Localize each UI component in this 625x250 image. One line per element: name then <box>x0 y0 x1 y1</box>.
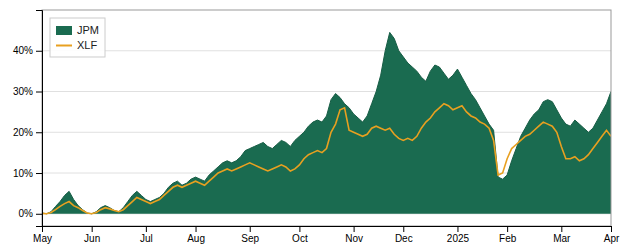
x-tick-mark <box>403 226 404 232</box>
x-tick-label: Jun <box>84 233 100 244</box>
chart-container: May Jun Jul Aug Sep Oct Nov Dec 2025 Feb Mar Apr 0% 1… <box>0 0 625 250</box>
x-tick-label: Jul <box>140 233 153 244</box>
x-axis: May Jun Jul Aug Sep Oct Nov Dec 2025 Feb Mar Apr <box>33 226 620 244</box>
grid-line <box>42 50 611 51</box>
x-tick-label: Feb <box>499 233 517 244</box>
x-tick-label: Apr <box>604 233 620 244</box>
x-tick-mark <box>354 226 355 232</box>
y-tick-label: 40% <box>13 45 33 56</box>
y-tick-label: 30% <box>13 86 33 97</box>
y-tick-mark <box>36 92 42 93</box>
x-tick: Nov <box>345 226 363 244</box>
legend-items: JPM XLF <box>56 24 99 51</box>
x-tick: Oct <box>292 226 308 244</box>
x-tick-mark <box>92 226 93 232</box>
x-tick-label: Aug <box>187 233 205 244</box>
legend: JPM XLF <box>50 18 105 57</box>
legend-box <box>50 18 105 57</box>
plot-area: May Jun Jul Aug Sep Oct Nov Dec 2025 Feb Mar Apr 0% 1… <box>13 10 620 244</box>
legend-item: JPM <box>56 24 99 36</box>
area-outline <box>42 32 611 213</box>
y-axis: 0% 10% 20% 30% 40% <box>13 11 43 227</box>
x-tick: May <box>33 226 52 244</box>
y-tick-mark <box>36 51 42 52</box>
x-tick: Jul <box>140 226 153 244</box>
legend-item: XLF <box>56 39 97 51</box>
x-tick-label: Mar <box>553 233 571 244</box>
x-tick-label: 2025 <box>447 233 470 244</box>
x-tick-label: May <box>33 233 52 244</box>
x-tick-mark <box>299 226 300 232</box>
y-tick: 40% <box>13 45 42 56</box>
x-tick: 2025 <box>447 226 470 244</box>
y-tick-mark <box>36 214 42 215</box>
legend-label: JPM <box>77 24 99 36</box>
y-tick: 0% <box>19 208 42 219</box>
chart-svg: May Jun Jul Aug Sep Oct Nov Dec 2025 Feb Mar Apr 0% 1… <box>0 0 625 250</box>
grid-line <box>42 91 611 92</box>
x-tick-mark <box>250 226 251 232</box>
x-tick-mark <box>457 226 458 232</box>
y-tick: 10% <box>13 168 42 179</box>
x-tick-label: Dec <box>395 233 413 244</box>
x-tick-mark <box>611 226 612 232</box>
series-group <box>42 32 611 213</box>
line <box>42 104 611 214</box>
y-tick-label: 0% <box>19 208 34 219</box>
plot-frame <box>42 10 611 226</box>
x-tick: Mar <box>553 226 571 244</box>
x-tick: Dec <box>395 226 413 244</box>
y-tick: 30% <box>13 86 42 97</box>
y-tick: 20% <box>13 127 42 138</box>
x-tick-mark <box>146 226 147 232</box>
legend-label: XLF <box>77 39 97 51</box>
y-tick-mark <box>36 132 42 133</box>
x-tick-mark <box>507 226 508 232</box>
x-tick: Aug <box>187 226 205 244</box>
y-tick-label: 20% <box>13 127 33 138</box>
x-tick: Sep <box>241 226 259 244</box>
x-tick-mark <box>196 226 197 232</box>
x-tick-label: Nov <box>345 233 363 244</box>
y-tick-mark <box>36 173 42 174</box>
x-tick: Feb <box>499 226 517 244</box>
x-axis-line <box>43 227 612 233</box>
legend-swatch <box>56 45 72 47</box>
legend-swatch <box>56 26 72 35</box>
x-tick-mark <box>561 226 562 232</box>
x-tick-label: Sep <box>241 233 259 244</box>
x-tick: Jun <box>84 226 100 244</box>
x-tick-label: Oct <box>292 233 308 244</box>
x-tick: Apr <box>604 226 620 244</box>
y-axis-line <box>36 11 43 227</box>
y-tick-label: 10% <box>13 168 33 179</box>
area <box>42 32 611 213</box>
